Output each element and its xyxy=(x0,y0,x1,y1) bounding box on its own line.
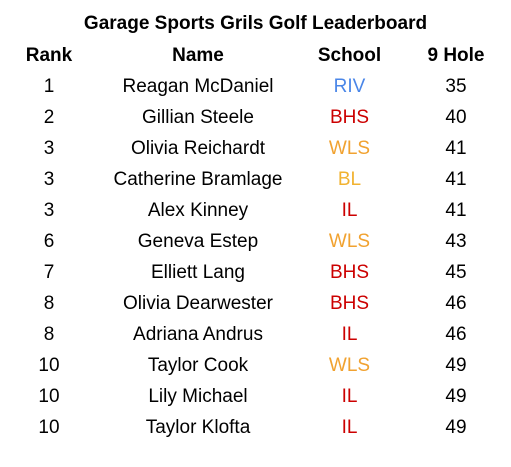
score-cell: 40 xyxy=(445,107,467,128)
score-cell: 46 xyxy=(445,293,467,314)
header-school: School xyxy=(317,45,382,66)
score-cell: 45 xyxy=(445,262,467,283)
school-cell: IL xyxy=(341,324,358,345)
score-cell: 41 xyxy=(445,200,467,221)
player-name-cell: Catherine Bramlage xyxy=(113,169,283,190)
rank-cell: 3 xyxy=(43,169,55,190)
rank-cell: 8 xyxy=(43,324,55,345)
school-cell: IL xyxy=(341,386,358,407)
table-row: 3 Olivia Reichardt WLS 41 xyxy=(0,133,511,164)
player-name-cell: Alex Kinney xyxy=(147,200,249,221)
table-row: 8 Adriana Andrus IL 46 xyxy=(0,319,511,350)
table-row: 10 Taylor Klofta IL 49 xyxy=(0,412,511,443)
table-row: 1 Reagan McDaniel RIV 35 xyxy=(0,71,511,102)
player-name-cell: Reagan McDaniel xyxy=(122,76,274,97)
player-name-cell: Taylor Cook xyxy=(147,355,249,376)
score-cell: 35 xyxy=(445,76,467,97)
player-name-cell: Gillian Steele xyxy=(142,107,254,128)
score-cell: 49 xyxy=(445,355,467,376)
score-cell: 46 xyxy=(445,324,467,345)
school-cell: BL xyxy=(337,169,362,190)
school-cell: RIV xyxy=(333,76,366,97)
table-row: 10 Taylor Cook WLS 49 xyxy=(0,350,511,381)
score-cell: 41 xyxy=(445,169,467,190)
header-hole: 9 Hole xyxy=(427,45,485,66)
school-cell: IL xyxy=(341,417,358,438)
player-name-cell: Elliett Lang xyxy=(150,262,245,283)
player-name-cell: Olivia Reichardt xyxy=(130,138,266,159)
table-row: 10 Lily Michael IL 49 xyxy=(0,381,511,412)
player-name-cell: Lily Michael xyxy=(148,386,248,407)
rank-cell: 8 xyxy=(43,293,55,314)
rank-cell: 2 xyxy=(43,107,55,128)
score-cell: 43 xyxy=(445,231,467,252)
rank-cell: 7 xyxy=(43,262,55,283)
leaderboard-title: Garage Sports Grils Golf Leaderboard xyxy=(83,13,428,34)
player-name-cell: Adriana Andrus xyxy=(133,324,263,345)
table-row: 3 Alex Kinney IL 41 xyxy=(0,195,511,226)
table-row: 6 Geneva Estep WLS 43 xyxy=(0,226,511,257)
score-cell: 41 xyxy=(445,138,467,159)
rank-cell: 3 xyxy=(43,138,55,159)
score-cell: 49 xyxy=(445,417,467,438)
player-name-cell: Olivia Dearwester xyxy=(123,293,273,314)
rank-cell: 1 xyxy=(43,76,55,97)
header-name: Name xyxy=(172,45,224,66)
table-row: 8 Olivia Dearwester BHS 46 xyxy=(0,288,511,319)
rank-cell: 3 xyxy=(43,200,55,221)
leaderboard-rows: 1 Reagan McDaniel RIV 35 2 Gillian Steele BHS 4… xyxy=(0,71,511,443)
leaderboard-table: Rank Name School 9 Hole 1 Reagan McDaniel… xyxy=(0,40,511,443)
rank-cell: 10 xyxy=(38,417,60,438)
header-row: Rank Name School 9 Hole xyxy=(0,40,511,71)
player-name-cell: Geneva Estep xyxy=(137,231,259,252)
school-cell: BHS xyxy=(329,293,370,314)
school-cell: BHS xyxy=(329,262,370,283)
school-cell: BHS xyxy=(329,107,370,128)
header-rank: Rank xyxy=(25,45,73,66)
school-cell: WLS xyxy=(328,138,371,159)
school-cell: WLS xyxy=(328,355,371,376)
table-row: 3 Catherine Bramlage BL 41 xyxy=(0,164,511,195)
rank-cell: 10 xyxy=(38,386,60,407)
table-row: 2 Gillian Steele BHS 40 xyxy=(0,102,511,133)
school-cell: WLS xyxy=(328,231,371,252)
score-cell: 49 xyxy=(445,386,467,407)
rank-cell: 10 xyxy=(38,355,60,376)
rank-cell: 6 xyxy=(43,231,55,252)
player-name-cell: Taylor Klofta xyxy=(145,417,251,438)
school-cell: IL xyxy=(341,200,358,221)
table-row: 7 Elliett Lang BHS 45 xyxy=(0,257,511,288)
